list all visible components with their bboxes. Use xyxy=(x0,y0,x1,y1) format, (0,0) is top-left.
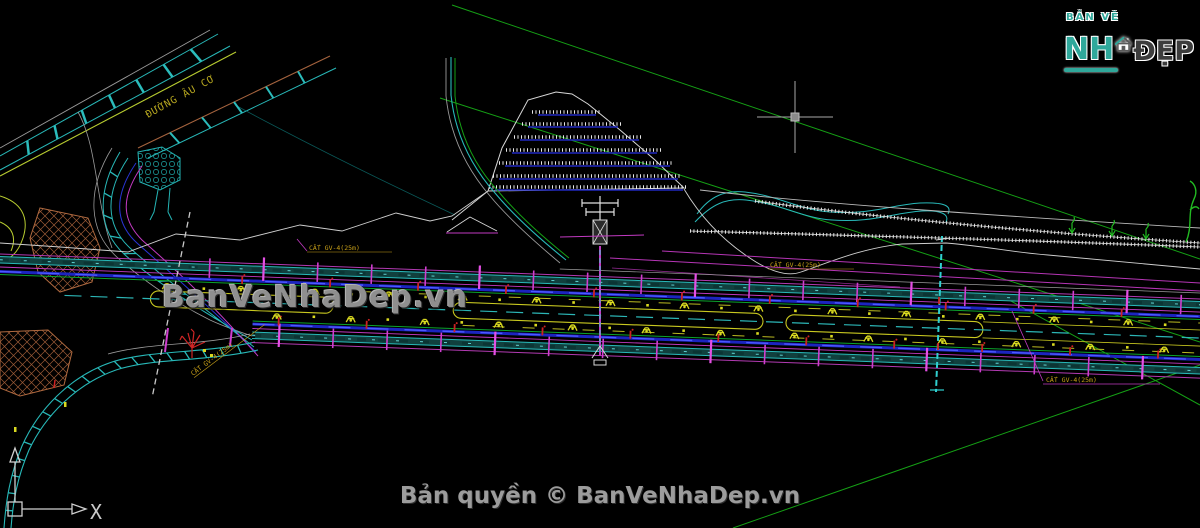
road-symbols xyxy=(161,257,1183,380)
crosshatch-parcel xyxy=(0,329,73,397)
section-label: CẮT GV-4(25m) xyxy=(770,260,821,269)
copyright-text: Bản quyền © BanVeNhaDep.vn xyxy=(399,483,801,509)
power-tower-icon xyxy=(559,196,645,366)
utility-pole-left xyxy=(151,211,191,399)
crosshair-cursor xyxy=(757,81,833,153)
logo-nh-text: NH xyxy=(1064,32,1115,67)
ucs-icon: X xyxy=(7,446,102,524)
logo-underline xyxy=(1064,68,1118,72)
logo-dep-text: ĐẸP xyxy=(1133,36,1194,67)
logo-prefix: BẢN VẼ xyxy=(1066,12,1120,23)
green-squiggle xyxy=(1185,180,1200,243)
ucs-x-label: X xyxy=(90,500,102,524)
terrain-right xyxy=(0,188,1200,292)
main-road xyxy=(0,253,1200,380)
vegetation-symbols xyxy=(1068,180,1200,243)
watermark: BanVeNhaDep.vn xyxy=(162,280,469,315)
mountain-slope-hatch xyxy=(446,91,687,234)
mountain-side-road xyxy=(445,57,570,264)
section-label: CẮT GV-4(25m) xyxy=(309,243,360,252)
house-icon xyxy=(1115,36,1133,52)
logo: BẢN VẼ NH ĐẸP xyxy=(1064,12,1194,72)
power-pole-right xyxy=(930,235,951,393)
hatched-parcels xyxy=(0,146,181,397)
upper-left-streets xyxy=(0,29,456,260)
section-label: CẮT GV-4(25m) xyxy=(1046,375,1097,384)
crosshatch-parcel xyxy=(29,207,101,293)
street-name-label: ĐƯỜNG ÂU CƠ xyxy=(143,72,217,121)
hex-hatch-island xyxy=(137,146,181,191)
ladder-curb-curve xyxy=(3,327,259,528)
